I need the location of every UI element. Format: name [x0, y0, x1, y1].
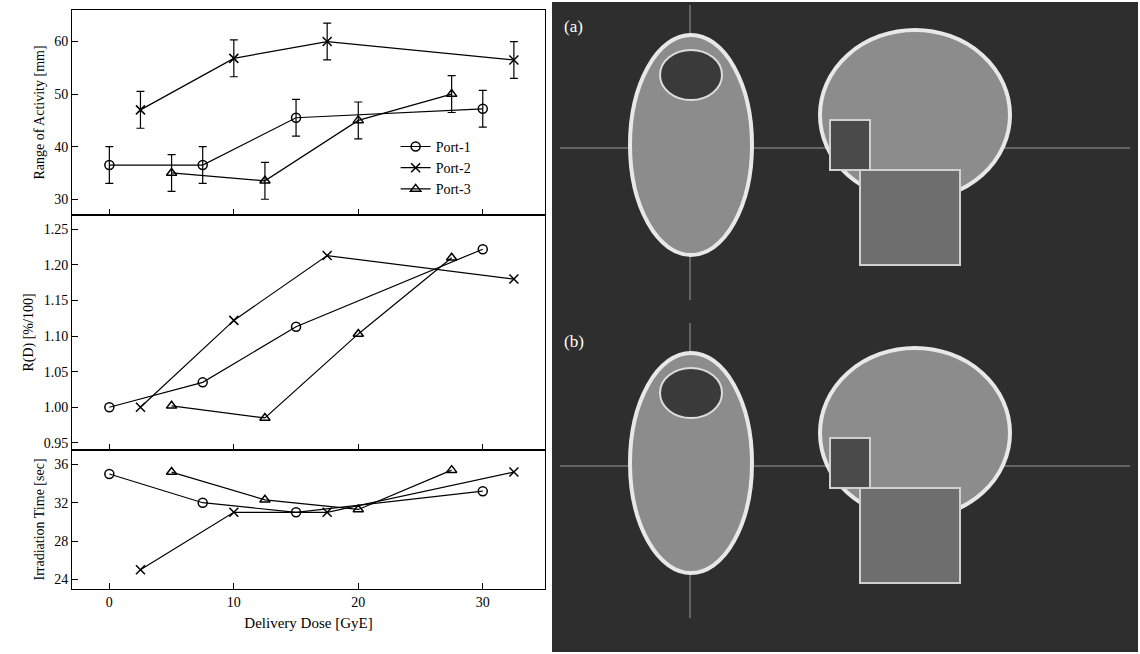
svg-text:(b): (b) [564, 332, 584, 351]
svg-text:Port-1: Port-1 [436, 140, 471, 155]
svg-text:30: 30 [54, 192, 68, 207]
svg-text:Port-2: Port-2 [436, 161, 471, 176]
svg-text:28: 28 [54, 534, 68, 549]
svg-text:Irradiation Time [sec]: Irradiation Time [sec] [32, 458, 47, 580]
svg-text:24: 24 [54, 572, 68, 587]
svg-text:1.20: 1.20 [44, 258, 69, 273]
svg-text:36: 36 [54, 457, 68, 472]
svg-text:10: 10 [227, 595, 241, 610]
svg-text:Range of Activity [mm]: Range of Activity [mm] [32, 45, 47, 179]
svg-text:Port-3: Port-3 [436, 182, 471, 197]
svg-text:Delivery Dose [GyE]: Delivery Dose [GyE] [244, 615, 372, 631]
svg-text:32: 32 [54, 496, 68, 511]
svg-text:R(D) [%/100]: R(D) [%/100] [21, 293, 37, 371]
svg-text:1.10: 1.10 [44, 329, 69, 344]
svg-text:0.95: 0.95 [44, 436, 69, 451]
svg-text:(a): (a) [564, 17, 583, 36]
svg-text:1.25: 1.25 [44, 222, 69, 237]
svg-text:1.15: 1.15 [44, 293, 69, 308]
svg-text:1.00: 1.00 [44, 400, 69, 415]
svg-text:20: 20 [351, 595, 365, 610]
svg-text:0: 0 [106, 595, 113, 610]
svg-text:40: 40 [54, 140, 68, 155]
svg-text:30: 30 [476, 595, 490, 610]
svg-text:50: 50 [54, 87, 68, 102]
svg-text:60: 60 [54, 34, 68, 49]
svg-text:1.05: 1.05 [44, 365, 69, 380]
